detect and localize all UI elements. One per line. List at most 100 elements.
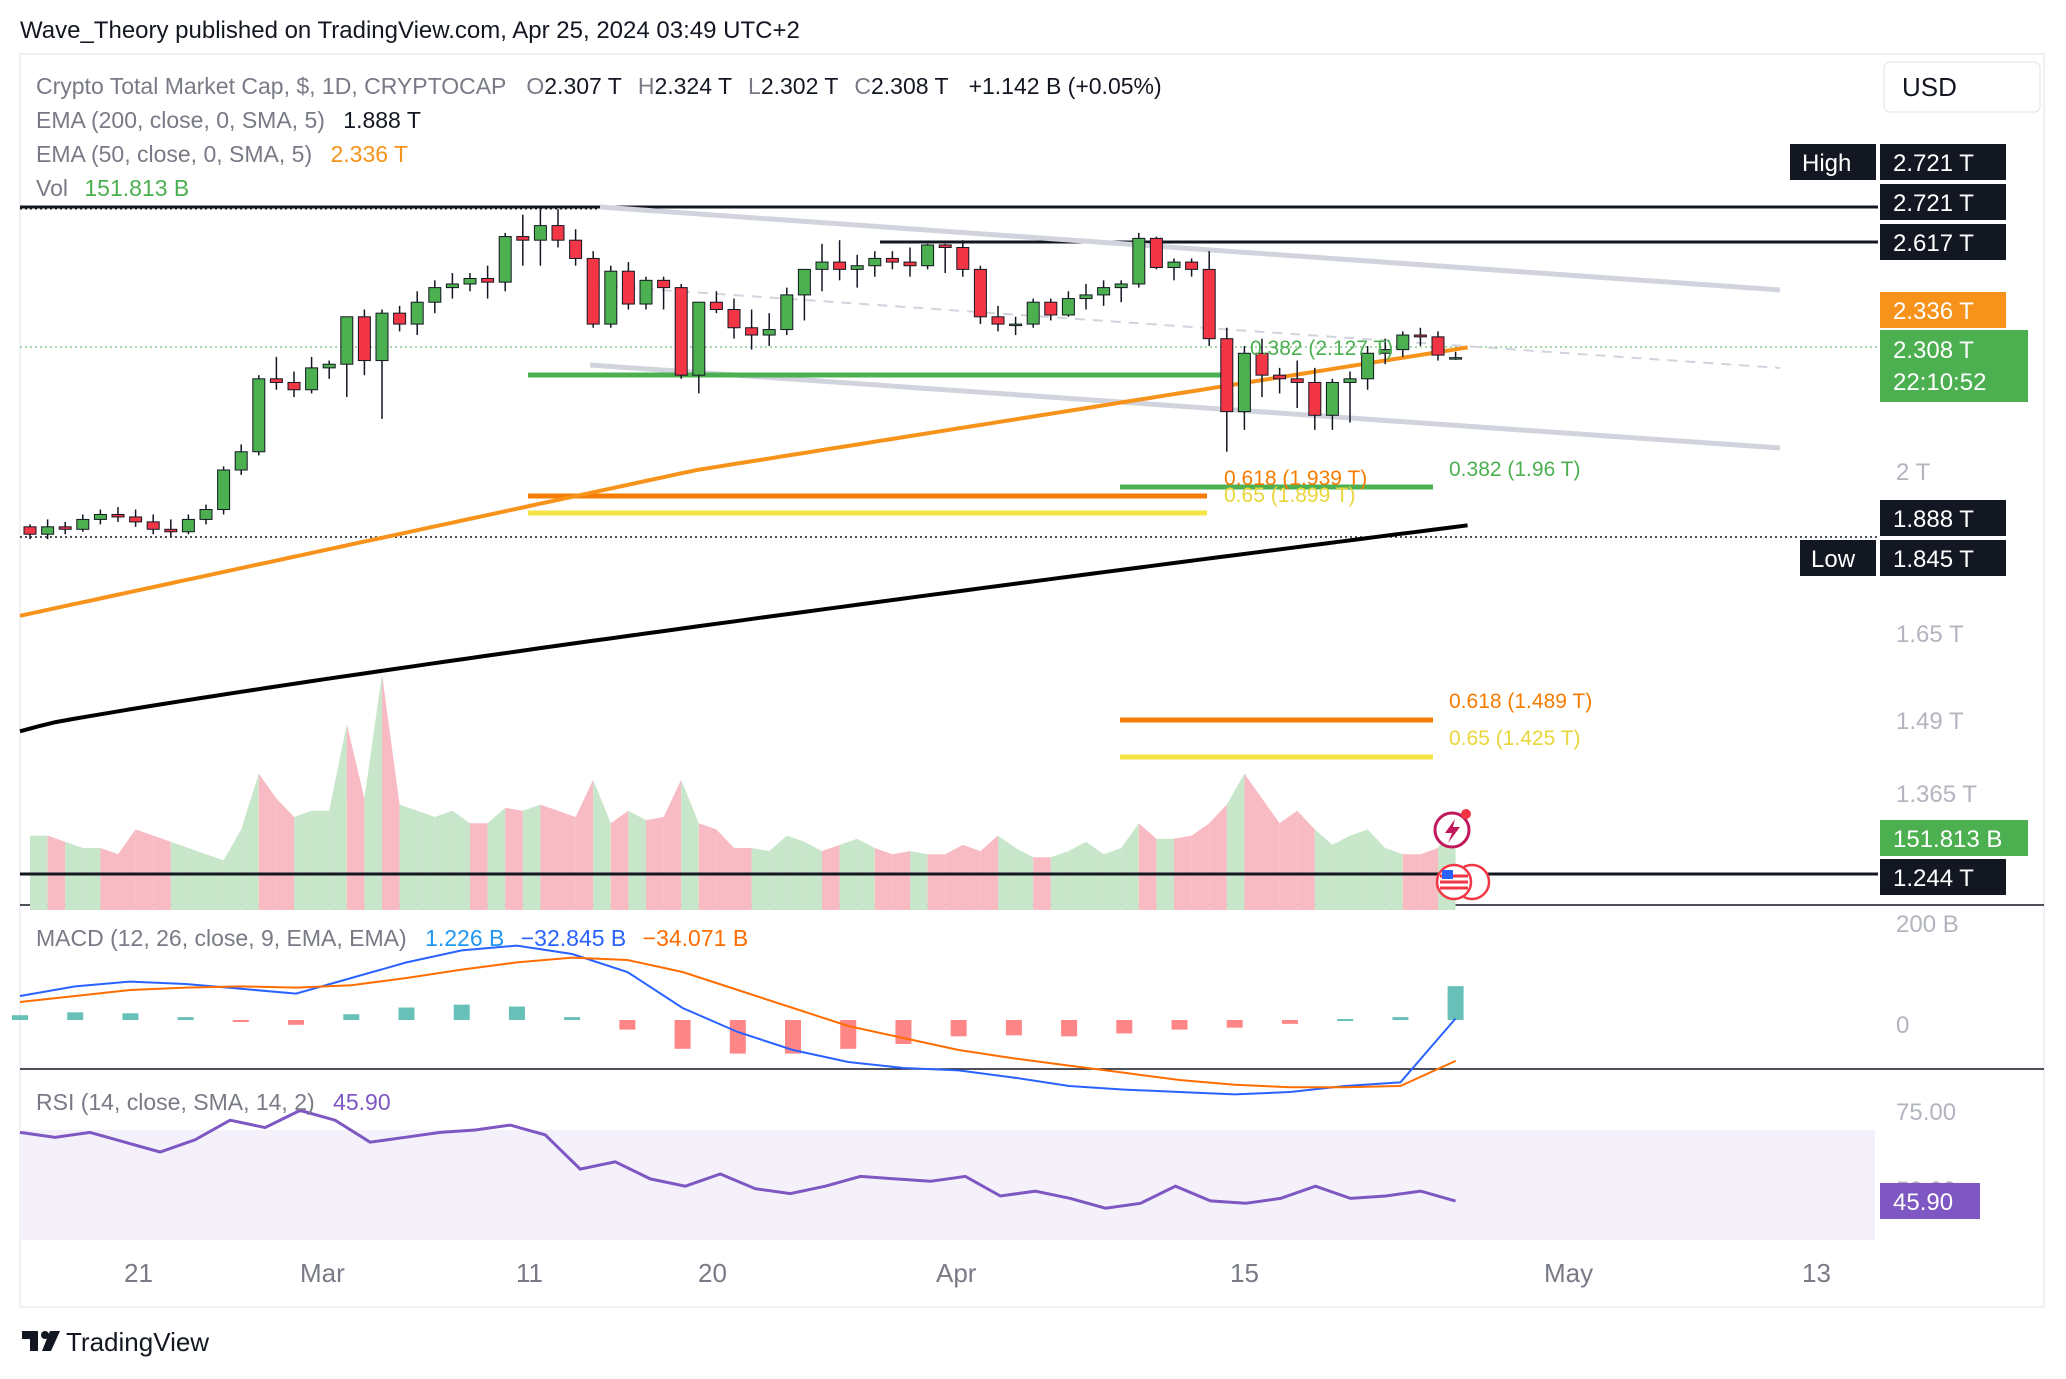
volume-area-12: [223, 829, 242, 910]
volume-area-6: [118, 829, 136, 910]
macd-group: [12, 944, 1464, 1096]
candle-body-5: [111, 513, 125, 518]
level-2617-text: 2.617 T: [1893, 230, 1974, 257]
tradingview-logo[interactable]: TradingView: [22, 1327, 209, 1357]
candle-body-42: [762, 329, 776, 336]
candle-body-62: [1114, 283, 1128, 289]
volume-area-38: [681, 779, 699, 910]
macd-histogram-bar-21: [1171, 1020, 1188, 1030]
level-2617-badge: [1880, 224, 2006, 260]
candle-body-14: [269, 378, 283, 383]
candle-body-56: [1009, 323, 1023, 327]
candle-body-59: [1061, 298, 1075, 316]
candle-body-55: [991, 316, 1005, 325]
legend-high-label: H: [638, 73, 655, 99]
volume-area-32: [575, 779, 594, 910]
macd-histogram-bar-18: [1005, 1020, 1022, 1036]
candle-body-41: [745, 327, 759, 336]
candle-body-28: [516, 236, 530, 241]
events-icon[interactable]: [1433, 809, 1491, 901]
high-badge-label: High: [1802, 150, 1851, 177]
volume-area-41: [734, 848, 752, 910]
candle-body-61: [1097, 287, 1111, 296]
volume-area-23: [417, 810, 435, 910]
candle-body-53: [956, 246, 970, 270]
legend-open: 2.307 T: [544, 73, 622, 99]
volume-area-80: [1420, 848, 1438, 910]
candle-body-72: [1290, 378, 1304, 383]
candle-body-31: [569, 239, 583, 259]
candle-body-3: [76, 518, 90, 530]
macd-histogram-bar-5: [288, 1020, 305, 1025]
candle-body-38: [692, 301, 706, 376]
volume-area-45: [804, 841, 822, 910]
candle-body-0: [23, 526, 37, 535]
candle-body-1: [41, 526, 55, 535]
candle-body-12: [234, 451, 248, 471]
macd-histogram-bar-7: [398, 1007, 415, 1020]
candle-body-78: [1396, 334, 1410, 351]
level-2721-badge: [1880, 184, 2006, 220]
candle-body-48: [868, 257, 882, 267]
candle-body-20: [375, 312, 389, 362]
axis-label-149t: 1.49 T: [1896, 708, 1964, 735]
legend-ema200-value: 1.888 T: [343, 107, 421, 133]
volume-area-18: [329, 724, 347, 910]
candle-body-70: [1255, 352, 1269, 376]
fib-label-lower-65: 0.65 (1.425 T): [1449, 727, 1581, 750]
countdown-text: 22:10:52: [1893, 369, 1986, 396]
rsi-band: [20, 1130, 1875, 1240]
low-badge: Low 1.845 T: [1800, 540, 2006, 576]
candle-body-15: [287, 381, 301, 391]
volume-area-11: [206, 854, 224, 910]
legend-close: 2.308 T: [871, 73, 949, 99]
volume-area-54: [962, 844, 981, 910]
time-label-13: 13: [1802, 1258, 1831, 1288]
ema200-badge: [1880, 500, 2006, 536]
time-label-may: May: [1544, 1258, 1593, 1288]
macd-histogram-bar-16: [895, 1020, 912, 1044]
chart-frame: [19, 53, 2045, 1308]
macd-histogram-bar-10: [564, 1017, 581, 1020]
candle-body-43: [780, 294, 794, 331]
macd-histogram-bar-12: [674, 1020, 691, 1049]
candle-body-49: [885, 257, 899, 263]
candle-body-19: [357, 316, 371, 362]
candle-body-33: [604, 270, 618, 325]
candle-body-16: [305, 367, 319, 391]
candle-body-6: [129, 516, 143, 523]
us-flag-canton-icon: [1442, 870, 1453, 879]
channel-lower-line: [589, 362, 1781, 451]
macd-legend-label: MACD (12, 26, close, 9, EMA, EMA): [36, 925, 407, 951]
volume-area-73: [1297, 810, 1315, 910]
volume-area-74: [1314, 829, 1333, 910]
axis-label-1365t: 1.365 T: [1896, 781, 1977, 808]
volume-area-22: [399, 804, 418, 910]
volume-area-39: [698, 823, 717, 910]
candle-body-27: [498, 236, 512, 283]
candle-body-30: [551, 225, 565, 241]
legend-ema200-label: EMA (200, close, 0, SMA, 5): [36, 107, 325, 133]
macd-legend-v1: 1.226 B: [425, 925, 504, 951]
low-badge-label-bg: [1800, 540, 1876, 576]
candle-body-40: [727, 309, 741, 329]
candle-body-36: [657, 279, 671, 289]
tradingview-logo-dot-icon: [41, 1331, 49, 1339]
macd-histogram-bar-19: [1061, 1020, 1078, 1037]
candle-body-45: [815, 261, 829, 270]
macd-legend-v3: −34.071 B: [643, 925, 749, 951]
tradingview-logo-slash-icon: [42, 1331, 60, 1351]
macd-histogram-bar-2: [122, 1013, 139, 1020]
candle-body-75: [1343, 378, 1357, 383]
tradingview-logo-icon: [22, 1331, 38, 1351]
notification-dot-icon: [1461, 809, 1471, 819]
legend-line-ema200: EMA (200, close, 0, SMA, 5) 1.888 T: [36, 107, 421, 133]
currency-button[interactable]: [1883, 61, 2041, 113]
time-label-mar: Mar: [300, 1258, 345, 1288]
legend-low-label: L: [748, 73, 761, 99]
volume-area-49: [874, 848, 893, 910]
candle-body-34: [621, 270, 635, 305]
volume-area-60: [1068, 841, 1086, 910]
legend-open-label: O: [526, 73, 544, 99]
